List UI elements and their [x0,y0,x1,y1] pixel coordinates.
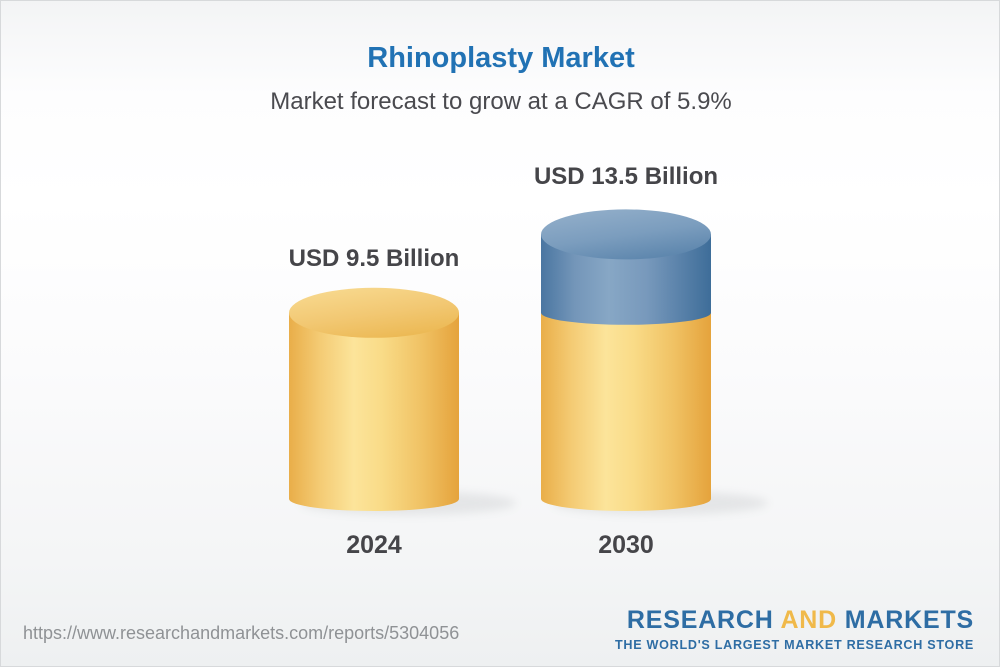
category-label-2030: 2030 [598,531,654,559]
page-subtitle: Market forecast to grow at a CAGR of 5.9… [270,88,732,115]
cylinder-top-2024 [289,287,459,338]
page-title: Rhinoplasty Market [367,42,635,74]
logo-wordmark: RESEARCH AND MARKETS [627,608,974,633]
logo-tagline: THE WORLD'S LARGEST MARKET RESEARCH STOR… [614,638,974,652]
value-label-2024: USD 9.5 Billion [288,245,460,272]
cylinder-segment-yellow [289,312,459,511]
logo-word-and: AND [780,606,838,634]
cylinder-segment-yellow [541,312,711,511]
logo-word-markets: MARKETS [844,606,974,634]
logo-word-research: RESEARCH [626,606,774,634]
cylinder-top-2030 [541,209,711,260]
cylinder-2030 [541,209,711,511]
value-label-2030: USD 13.5 Billion [533,163,719,190]
cylinder-2024 [289,287,459,511]
research-and-markets-logo: RESEARCH AND MARKETS THE WORLD'S LARGEST… [614,608,974,653]
source-url: https://www.researchandmarkets.com/repor… [23,623,460,643]
cylinder-segment-blue [541,234,711,325]
category-label-2024: 2024 [346,531,402,559]
